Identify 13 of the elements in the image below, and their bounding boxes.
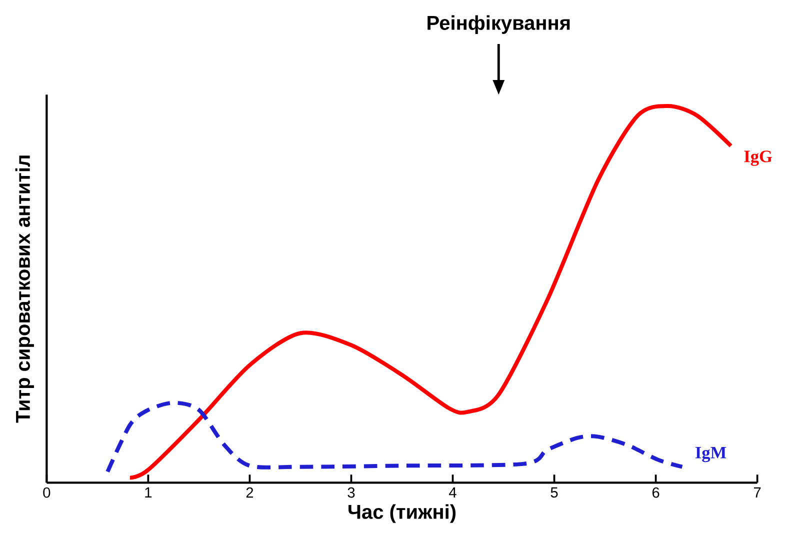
x-tick-label: 6 xyxy=(652,487,660,498)
x-tick-label: 4 xyxy=(449,487,456,498)
x-axis-title: Час (тижні) xyxy=(348,504,456,523)
x-tick-label: 7 xyxy=(754,487,761,498)
x-tick-label: 1 xyxy=(145,487,152,498)
series-label: IgM xyxy=(695,446,726,462)
x-tick-label: 5 xyxy=(550,487,558,498)
text: Реінфікування xyxy=(428,15,570,34)
x-tick-label: 0 xyxy=(43,487,50,498)
x-tick-label: 3 xyxy=(348,487,355,498)
series-label: IgG xyxy=(744,150,772,166)
y-axis-title: Титр сироваткових антитіл xyxy=(15,156,34,423)
x-tick-label: 2 xyxy=(246,487,254,498)
